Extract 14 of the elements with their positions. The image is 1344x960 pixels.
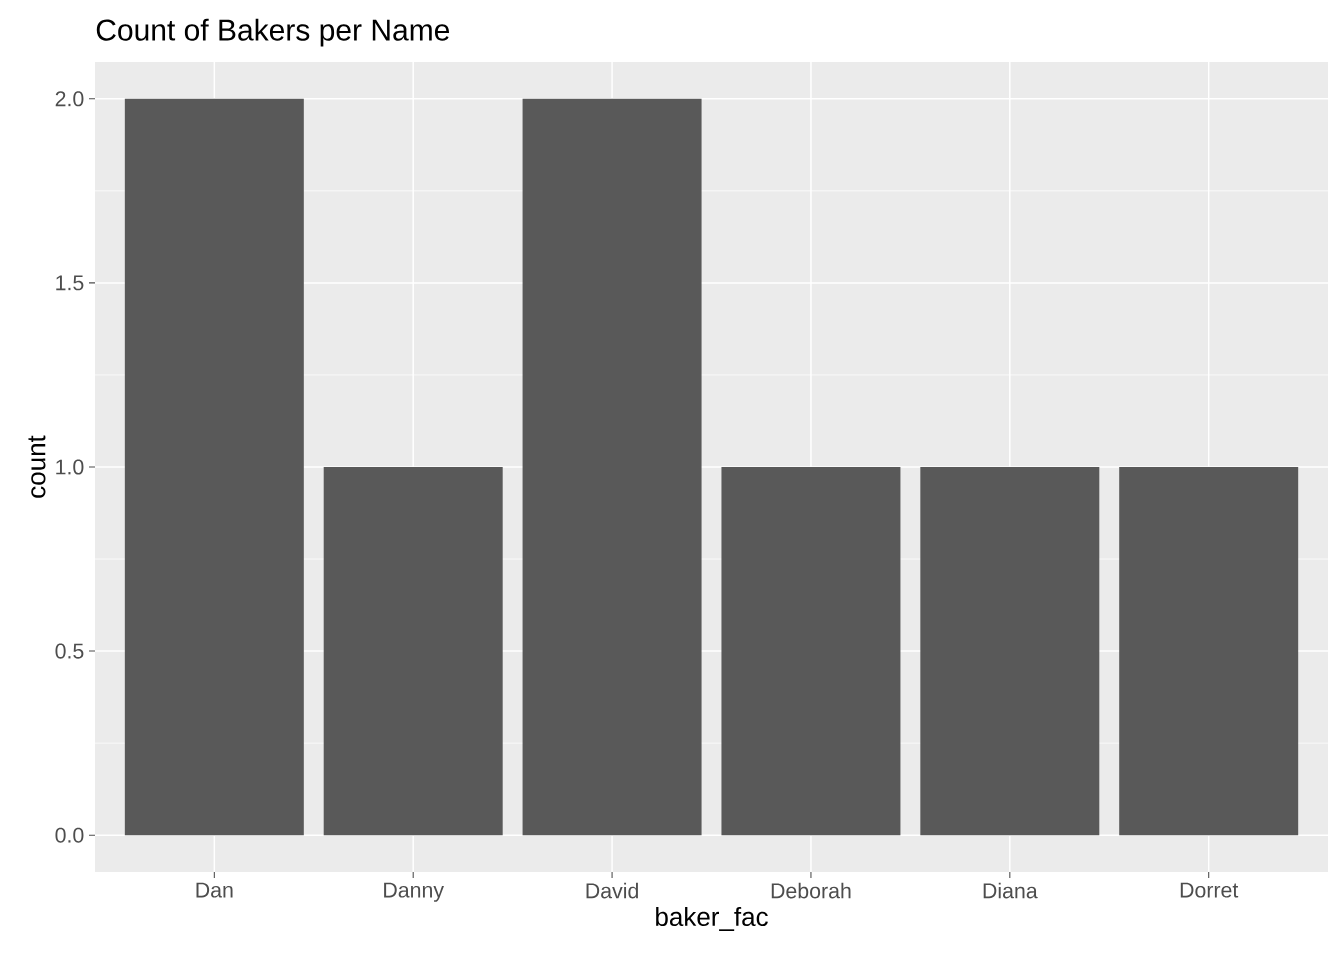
x-tick-label: David <box>586 882 638 899</box>
x-tick-label: Diana <box>983 882 1038 899</box>
chart-title: Count of Bakers per Name <box>96 18 450 47</box>
y-tick-label: 0.0 <box>55 827 84 843</box>
y-tick-label: 2.0 <box>55 91 84 107</box>
y-axis-title: count <box>28 435 46 498</box>
y-tick-label: 1.5 <box>56 275 84 291</box>
y-tick-label: 1.0 <box>56 459 84 475</box>
x-tick-label: Danny <box>384 882 444 902</box>
x-axis-title: baker_fac <box>656 906 768 931</box>
x-tick-label: Deborah <box>771 882 851 899</box>
x-tick-label: Dorret <box>1180 882 1239 898</box>
y-tick-label: 0.5 <box>55 643 84 659</box>
x-tick-label: Dan <box>196 882 233 898</box>
